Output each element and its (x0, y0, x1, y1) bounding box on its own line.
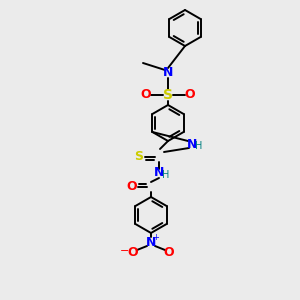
Text: +: + (153, 233, 159, 242)
Text: N: N (154, 167, 164, 179)
Text: O: O (185, 88, 195, 101)
Text: S: S (163, 88, 173, 102)
Text: O: O (141, 88, 151, 101)
Text: H: H (162, 170, 170, 180)
Text: H: H (195, 141, 203, 151)
Text: N: N (187, 137, 197, 151)
Text: S: S (134, 151, 143, 164)
Text: N: N (163, 67, 173, 80)
Text: N: N (146, 236, 156, 250)
Text: O: O (128, 247, 138, 260)
Text: −: − (120, 246, 130, 256)
Text: O: O (164, 247, 174, 260)
Text: O: O (127, 181, 137, 194)
